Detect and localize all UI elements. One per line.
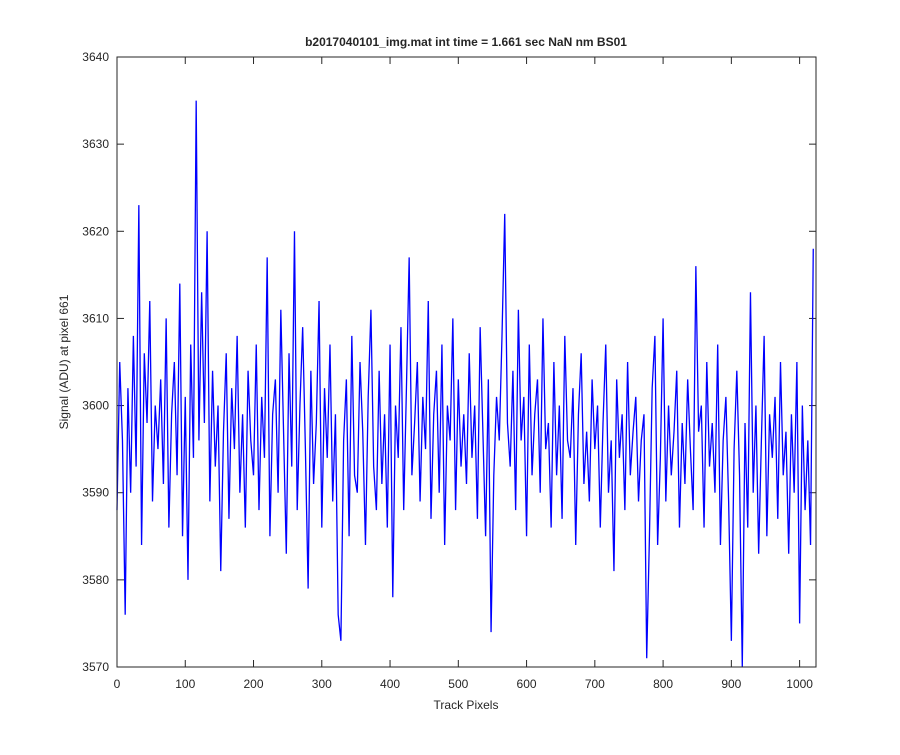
y-tick-label: 3630: [82, 137, 109, 151]
x-tick-label: 1000: [786, 677, 813, 691]
x-tick-label: 100: [175, 677, 195, 691]
y-tick-label: 3600: [82, 399, 109, 413]
x-tick-label: 600: [517, 677, 537, 691]
x-tick-label: 500: [448, 677, 468, 691]
x-axis-label: Track Pixels: [434, 698, 499, 712]
data-line: [116, 100, 814, 668]
y-axis-label: Signal (ADU) at pixel 661: [57, 294, 71, 429]
y-tick-label: 3610: [82, 311, 109, 325]
x-tick-label: 400: [380, 677, 400, 691]
x-tick-label: 0: [114, 677, 121, 691]
x-tick-label: 300: [312, 677, 332, 691]
x-tick-label: 200: [244, 677, 264, 691]
chart-title: b2017040101_img.mat int time = 1.661 sec…: [305, 35, 627, 49]
y-tick-label: 3590: [82, 486, 109, 500]
y-tick-label: 3570: [82, 660, 109, 674]
y-tick-label: 3580: [82, 573, 109, 587]
x-tick-label: 700: [585, 677, 605, 691]
x-tick-label: 800: [653, 677, 673, 691]
x-tick-label: 900: [721, 677, 741, 691]
plot-frame: [116, 56, 817, 668]
y-tick-label: 3620: [82, 224, 109, 238]
y-tick-label: 3640: [82, 50, 109, 64]
